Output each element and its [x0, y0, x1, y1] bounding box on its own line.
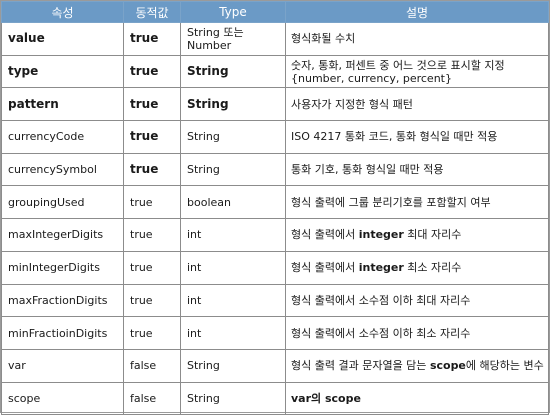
cell-name: value	[1, 22, 124, 56]
cell-type: String 또는 Number	[180, 22, 286, 56]
desc-text: 의	[311, 391, 325, 405]
desc-text: 형식 출력 결과 문자열을 담는	[291, 359, 430, 373]
cell-type: String	[180, 348, 286, 383]
cell-dynamic: true	[123, 316, 181, 350]
cell-type: boolean	[180, 185, 286, 220]
cell-dynamic: true	[123, 152, 181, 187]
cell-dynamic: false	[123, 348, 181, 383]
desc-text: 형식 출력에서	[291, 228, 359, 242]
table-row: currencySymbol true String 통화 기호, 통화 형식일…	[1, 152, 549, 187]
cell-name: currencyCode	[1, 120, 124, 154]
cell-type: int	[180, 316, 286, 350]
cell-dynamic: true	[123, 120, 181, 154]
desc-text: 형식 출력에서	[291, 261, 359, 275]
table-row: pattern true String 사용자가 지정한 형식 패턴	[1, 87, 549, 122]
header-type: Type	[180, 1, 286, 23]
desc-text: 최대 자리수	[403, 228, 462, 242]
table-row: groupingUsed true boolean 형식 출력에 그룹 분리기호…	[1, 185, 549, 220]
cell-desc: 형식 출력에서 integer 최소 자리수	[285, 250, 549, 285]
cell-desc: var의 scope	[285, 381, 549, 415]
cell-dynamic: true	[123, 22, 181, 56]
cell-type: int	[180, 283, 286, 318]
cell-name: var	[1, 348, 124, 383]
cell-name: type	[1, 54, 124, 89]
cell-dynamic: true	[123, 218, 181, 252]
desc-text: 에 해당하는 변수	[465, 359, 544, 373]
cell-type: String	[180, 54, 286, 89]
cell-desc: 형식 출력에서 integer 최대 자리수	[285, 218, 549, 252]
cell-desc: 사용자가 지정한 형식 패턴	[285, 87, 549, 122]
cell-name: maxFractionDigits	[1, 283, 124, 318]
cell-desc: 형식 출력에서 소수점 이하 최소 자리수	[285, 316, 549, 350]
cell-dynamic: true	[123, 185, 181, 220]
cell-name: maxIntegerDigits	[1, 218, 124, 252]
cell-type: String	[180, 152, 286, 187]
table-row: minFractioinDigits true int 형식 출력에서 소수점 …	[1, 316, 549, 350]
cell-type: String	[180, 381, 286, 415]
cell-desc: ISO 4217 통화 코드, 통화 형식일 때만 적용	[285, 120, 549, 154]
desc-keyword: integer	[358, 228, 404, 242]
cell-desc: 통화 기호, 통화 형식일 때만 적용	[285, 152, 549, 187]
cell-dynamic: true	[123, 87, 181, 122]
table-row: currencyCode true String ISO 4217 통화 코드,…	[1, 120, 549, 154]
table-row: value true String 또는 Number 형식화될 수치	[1, 22, 549, 56]
cell-desc: 형식 출력에서 소수점 이하 최대 자리수	[285, 283, 549, 318]
table-header-row: 속성 동적값 Type 설명	[1, 1, 549, 23]
cell-dynamic: false	[123, 381, 181, 415]
cell-dynamic: true	[123, 250, 181, 285]
cell-type: int	[180, 250, 286, 285]
cell-dynamic: true	[123, 54, 181, 89]
table-row: var false String 형식 출력 결과 문자열을 담는 scope에…	[1, 348, 549, 383]
cell-name: minIntegerDigits	[1, 250, 124, 285]
cell-type: String	[180, 120, 286, 154]
table-row: maxIntegerDigits true int 형식 출력에서 intege…	[1, 218, 549, 252]
cell-type: int	[180, 218, 286, 252]
desc-keyword: integer	[358, 261, 404, 275]
cell-desc: 숫자, 통화, 퍼센트 중 어느 것으로 표시할 지정{number, curr…	[285, 54, 549, 89]
header-description: 설명	[285, 1, 549, 23]
table-row: type true String 숫자, 통화, 퍼센트 중 어느 것으로 표시…	[1, 54, 549, 89]
desc-keyword: scope	[429, 359, 466, 373]
table-row: maxFractionDigits true int 형식 출력에서 소수점 이…	[1, 283, 549, 318]
cell-name: minFractioinDigits	[1, 316, 124, 350]
desc-keyword: var	[291, 391, 312, 405]
desc-keyword: scope	[324, 391, 361, 405]
table-row: scope false String var의 scope	[1, 381, 549, 415]
cell-name: groupingUsed	[1, 185, 124, 220]
desc-text: 최소 자리수	[403, 261, 462, 275]
cell-desc: 형식화될 수치	[285, 22, 549, 56]
header-attribute: 속성	[1, 1, 124, 23]
header-dynamic: 동적값	[123, 1, 181, 23]
cell-name: pattern	[1, 87, 124, 122]
cell-desc: 형식 출력 결과 문자열을 담는 scope에 해당하는 변수	[285, 348, 549, 383]
cell-name: scope	[1, 381, 124, 415]
cell-name: currencySymbol	[1, 152, 124, 187]
cell-dynamic: true	[123, 283, 181, 318]
cell-type: String	[180, 87, 286, 122]
cell-desc: 형식 출력에 그룹 분리기호를 포함할지 여부	[285, 185, 549, 220]
table-row: minIntegerDigits true int 형식 출력에서 intege…	[1, 250, 549, 285]
